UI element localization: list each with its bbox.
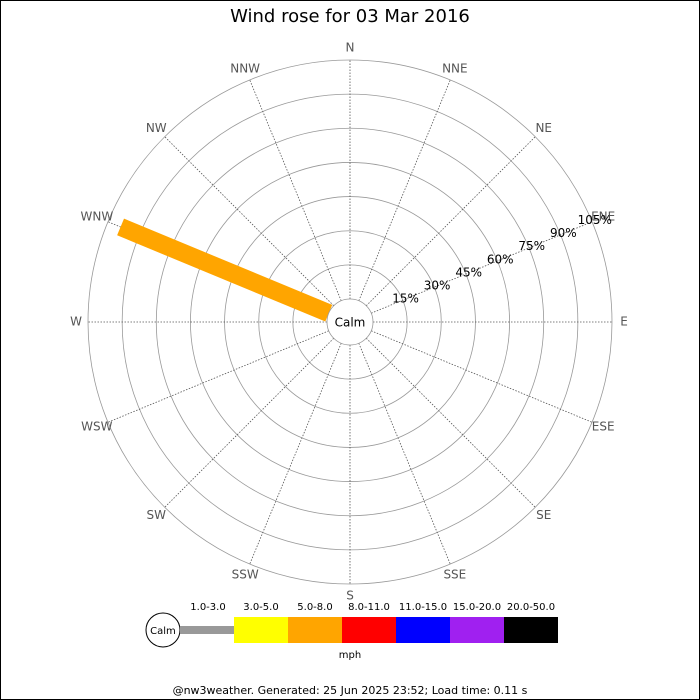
chart-title: Wind rose for 03 Mar 2016 — [230, 6, 470, 27]
calm-circle — [326, 298, 374, 346]
grid-ring — [258, 230, 442, 414]
direction-label: E — [620, 315, 628, 329]
direction-label: W — [70, 315, 82, 329]
spoke — [371, 330, 593, 423]
r-tick-label: 45% — [455, 265, 482, 279]
footer: @nw3weather. Generated: 25 Jun 2025 23:5… — [173, 684, 528, 697]
legend-label: 1.0-3.0 — [190, 602, 225, 613]
legend-label: 20.0-50.0 — [507, 602, 555, 613]
spoke — [107, 330, 329, 423]
grid-ring — [190, 162, 510, 482]
direction-label: WNW — [80, 210, 113, 224]
legend-label: 11.0-15.0 — [399, 602, 447, 613]
legend-calm-label: Calm — [150, 626, 176, 637]
spoke — [164, 136, 335, 307]
spoke — [249, 79, 342, 301]
r-tick-label: 30% — [424, 278, 451, 292]
legend-label: 15.0-20.0 — [453, 602, 501, 613]
direction-label: NW — [146, 121, 167, 135]
direction-label: SSW — [232, 568, 259, 582]
spoke — [358, 343, 451, 565]
direction-label: SE — [536, 508, 551, 522]
wind-bar — [117, 218, 333, 322]
r-tick-label: 15% — [392, 291, 419, 305]
spoke — [365, 337, 536, 508]
direction-label: WSW — [81, 419, 112, 433]
r-tick-label: 60% — [487, 252, 514, 266]
direction-label: ESE — [592, 419, 615, 433]
r-tick-label: 75% — [518, 239, 545, 253]
calm-label: Calm — [335, 316, 366, 330]
spoke — [249, 343, 342, 565]
spoke — [365, 136, 536, 307]
grid-ring — [155, 127, 545, 517]
direction-label: S — [346, 589, 354, 603]
direction-label: SW — [147, 508, 167, 522]
direction-label: NNW — [230, 61, 260, 75]
grid-ring — [87, 59, 613, 585]
legend-swatch — [450, 617, 504, 643]
direction-label: N — [346, 41, 355, 55]
legend-swatch — [342, 617, 396, 643]
direction-label: NNE — [442, 61, 468, 75]
legend-label: 3.0-5.0 — [243, 602, 278, 613]
legend-swatch — [234, 617, 288, 643]
direction-label: NE — [535, 121, 552, 135]
legend-swatch — [504, 617, 558, 643]
spoke — [164, 337, 335, 508]
legend-swatch — [288, 617, 342, 643]
legend-swatch — [396, 617, 450, 643]
direction-label: SSE — [443, 568, 466, 582]
direction-label: ENE — [591, 210, 615, 224]
r-tick-label: 90% — [550, 226, 577, 240]
r-tick-label: 105% — [578, 213, 612, 227]
legend-label: 8.0-11.0 — [348, 602, 390, 613]
legend-swatch — [180, 626, 234, 634]
spoke — [358, 79, 451, 301]
spoke — [371, 221, 593, 314]
legend-unit: mph — [339, 650, 361, 661]
legend-label: 5.0-8.0 — [297, 602, 332, 613]
